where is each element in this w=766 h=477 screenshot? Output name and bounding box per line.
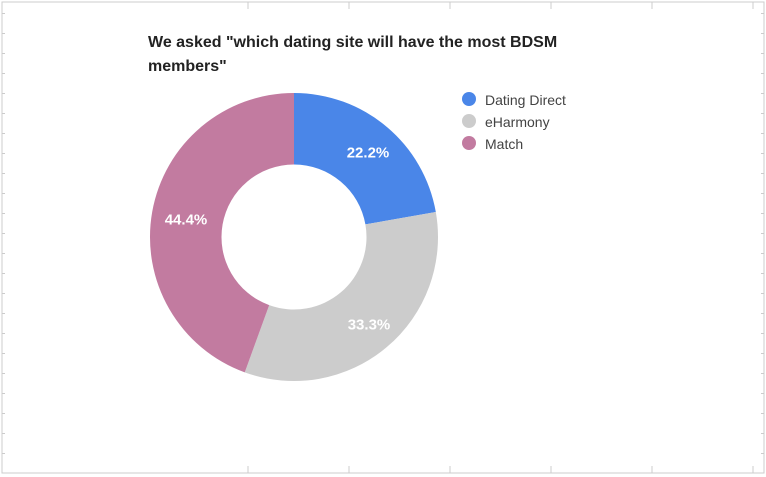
svg-text:22.2%: 22.2% [347, 145, 390, 162]
svg-text:44.4%: 44.4% [165, 212, 208, 229]
svg-text:33.3%: 33.3% [348, 317, 391, 334]
